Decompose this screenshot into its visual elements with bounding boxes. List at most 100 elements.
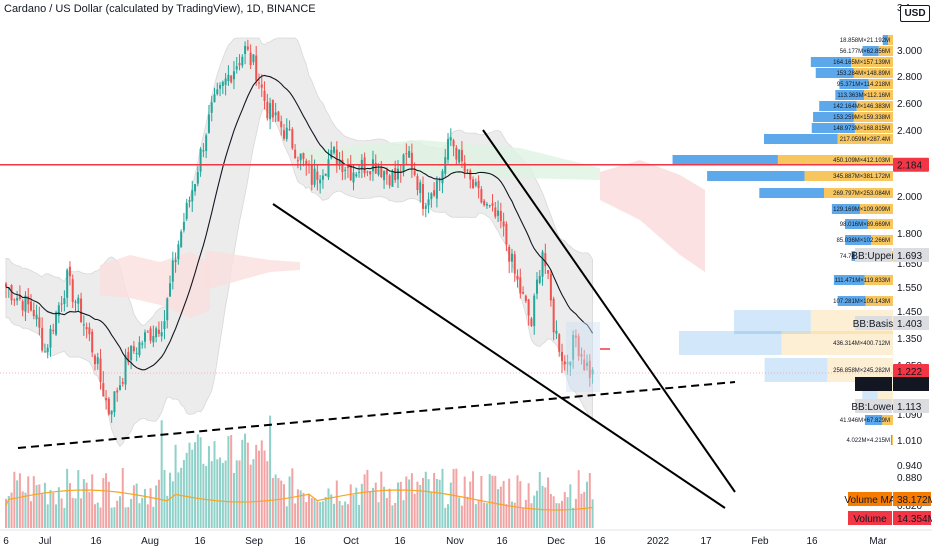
- candle-body-136: [383, 170, 386, 181]
- candle-body-195: [547, 270, 550, 274]
- vp-label-2: 164.165M×157.139M: [833, 60, 890, 66]
- vp-label-11: 345.887M×381.172M: [833, 174, 890, 180]
- candle-body-144: [405, 153, 408, 155]
- candle-body-162: [455, 147, 458, 160]
- candle-body-78: [221, 81, 224, 86]
- candle-body-15: [46, 347, 49, 353]
- volume-bar-182: [510, 501, 513, 528]
- candle-body-161: [452, 140, 455, 147]
- volume-bar-41: [118, 496, 121, 528]
- volume-bar-170: [477, 499, 480, 528]
- volume-bar-49: [141, 497, 144, 528]
- vp-sell-11: [707, 171, 805, 181]
- candle-body-141: [396, 168, 399, 180]
- candle-body-207: [580, 354, 583, 357]
- volume-bar-77: [219, 457, 222, 528]
- volume-bar-110: [310, 497, 313, 528]
- vp-sell-9: [764, 134, 838, 144]
- volume-bar-211: [591, 499, 594, 528]
- volume-bar-0: [5, 498, 7, 528]
- candle-body-42: [121, 382, 124, 384]
- candle-body-185: [519, 277, 522, 294]
- symbol-title: Cardano / US Dollar (calculated by Tradi…: [4, 3, 316, 15]
- volume-bar-66: [188, 442, 191, 528]
- vp-label-15: 85.036M×102.266M: [836, 238, 890, 244]
- volume-bar-127: [358, 504, 361, 528]
- candle-body-99: [280, 121, 283, 128]
- candle-body-13: [41, 327, 44, 351]
- vp-buy-2: [851, 57, 893, 67]
- cloud-red-1: [100, 252, 210, 318]
- volume-bar-57: [163, 470, 166, 528]
- volume-bar-24: [71, 498, 74, 528]
- candle-body-59: [169, 283, 172, 297]
- currency-badge[interactable]: USD: [900, 5, 930, 22]
- candle-body-201: [563, 361, 566, 365]
- candle-body-84: [238, 63, 241, 66]
- vp-buy-9: [837, 134, 893, 144]
- indicator-value-2: 1.200: [897, 380, 922, 391]
- vp-buy-12: [824, 188, 893, 198]
- candle-body-199: [558, 334, 561, 352]
- candle-body-94: [266, 101, 269, 119]
- candle-body-186: [522, 291, 525, 294]
- volume-bar-199: [558, 503, 561, 528]
- vp-sell-2: [810, 57, 852, 67]
- volume-bar-123: [346, 504, 349, 528]
- volume-bar-29: [85, 482, 88, 528]
- candle-body-204: [572, 334, 575, 360]
- indicator-name-0: BB:Upper: [851, 251, 895, 262]
- candle-body-189: [530, 318, 533, 326]
- candle-body-18: [55, 312, 58, 335]
- vp-label-1: 56.177M×62.856M: [840, 49, 890, 55]
- vp-label-17: 111.471M×119.833M: [834, 278, 890, 284]
- volume-bar-61: [174, 444, 177, 528]
- candle-body-8: [27, 296, 30, 305]
- volume-bar-190: [533, 495, 536, 528]
- volume-bar-84: [238, 460, 241, 528]
- candle-body-139: [391, 171, 394, 187]
- candle-body-57: [163, 321, 166, 330]
- candle-body-26: [77, 297, 80, 304]
- volume-bar-43: [124, 507, 127, 528]
- candle-body-29: [85, 327, 88, 330]
- volume-bar-185: [519, 481, 522, 528]
- volume-bar-45: [130, 498, 133, 528]
- volume-bar-141: [396, 482, 399, 528]
- vp-buy-5: [864, 90, 893, 100]
- volume-bar-25: [74, 498, 77, 528]
- candle-body-165: [463, 162, 466, 172]
- candle-body-60: [171, 260, 174, 282]
- y-tick-label: 0.880: [897, 473, 922, 484]
- candle-body-108: [305, 160, 308, 165]
- candle-body-25: [74, 301, 77, 303]
- candle-body-48: [138, 342, 141, 356]
- volume-bar-22: [66, 468, 69, 528]
- vp-buy-4: [868, 79, 893, 89]
- vp-buy-0: [888, 35, 893, 45]
- volume-bar-51: [146, 504, 149, 528]
- indicator-value-bg-3: [893, 399, 929, 413]
- vp-sell-8: [811, 123, 855, 133]
- vp-sell-1: [862, 46, 879, 56]
- candle-body-62: [177, 244, 180, 260]
- volume-value-bg-1: [893, 511, 931, 525]
- candle-body-80: [227, 74, 230, 82]
- volume-bar-107: [302, 492, 305, 528]
- vp-sell-21: [764, 358, 828, 382]
- y-tick-label: 2.800: [897, 72, 922, 83]
- volume-bar-93: [263, 450, 266, 528]
- volume-bar-16: [49, 490, 52, 528]
- vp-label-9: 217.059M×287.4M: [840, 137, 890, 143]
- volume-bar-67: [191, 449, 194, 528]
- volume-bar-136: [383, 486, 386, 528]
- candle-body-164: [460, 150, 463, 162]
- volume-bar-96: [271, 477, 274, 528]
- candle-body-68: [194, 184, 197, 192]
- volume-bar-1: [7, 495, 10, 528]
- volume-bar-152: [427, 479, 430, 528]
- x-tick-label: Aug: [141, 536, 159, 547]
- candle-body-77: [219, 85, 222, 89]
- candle-body-43: [124, 355, 127, 385]
